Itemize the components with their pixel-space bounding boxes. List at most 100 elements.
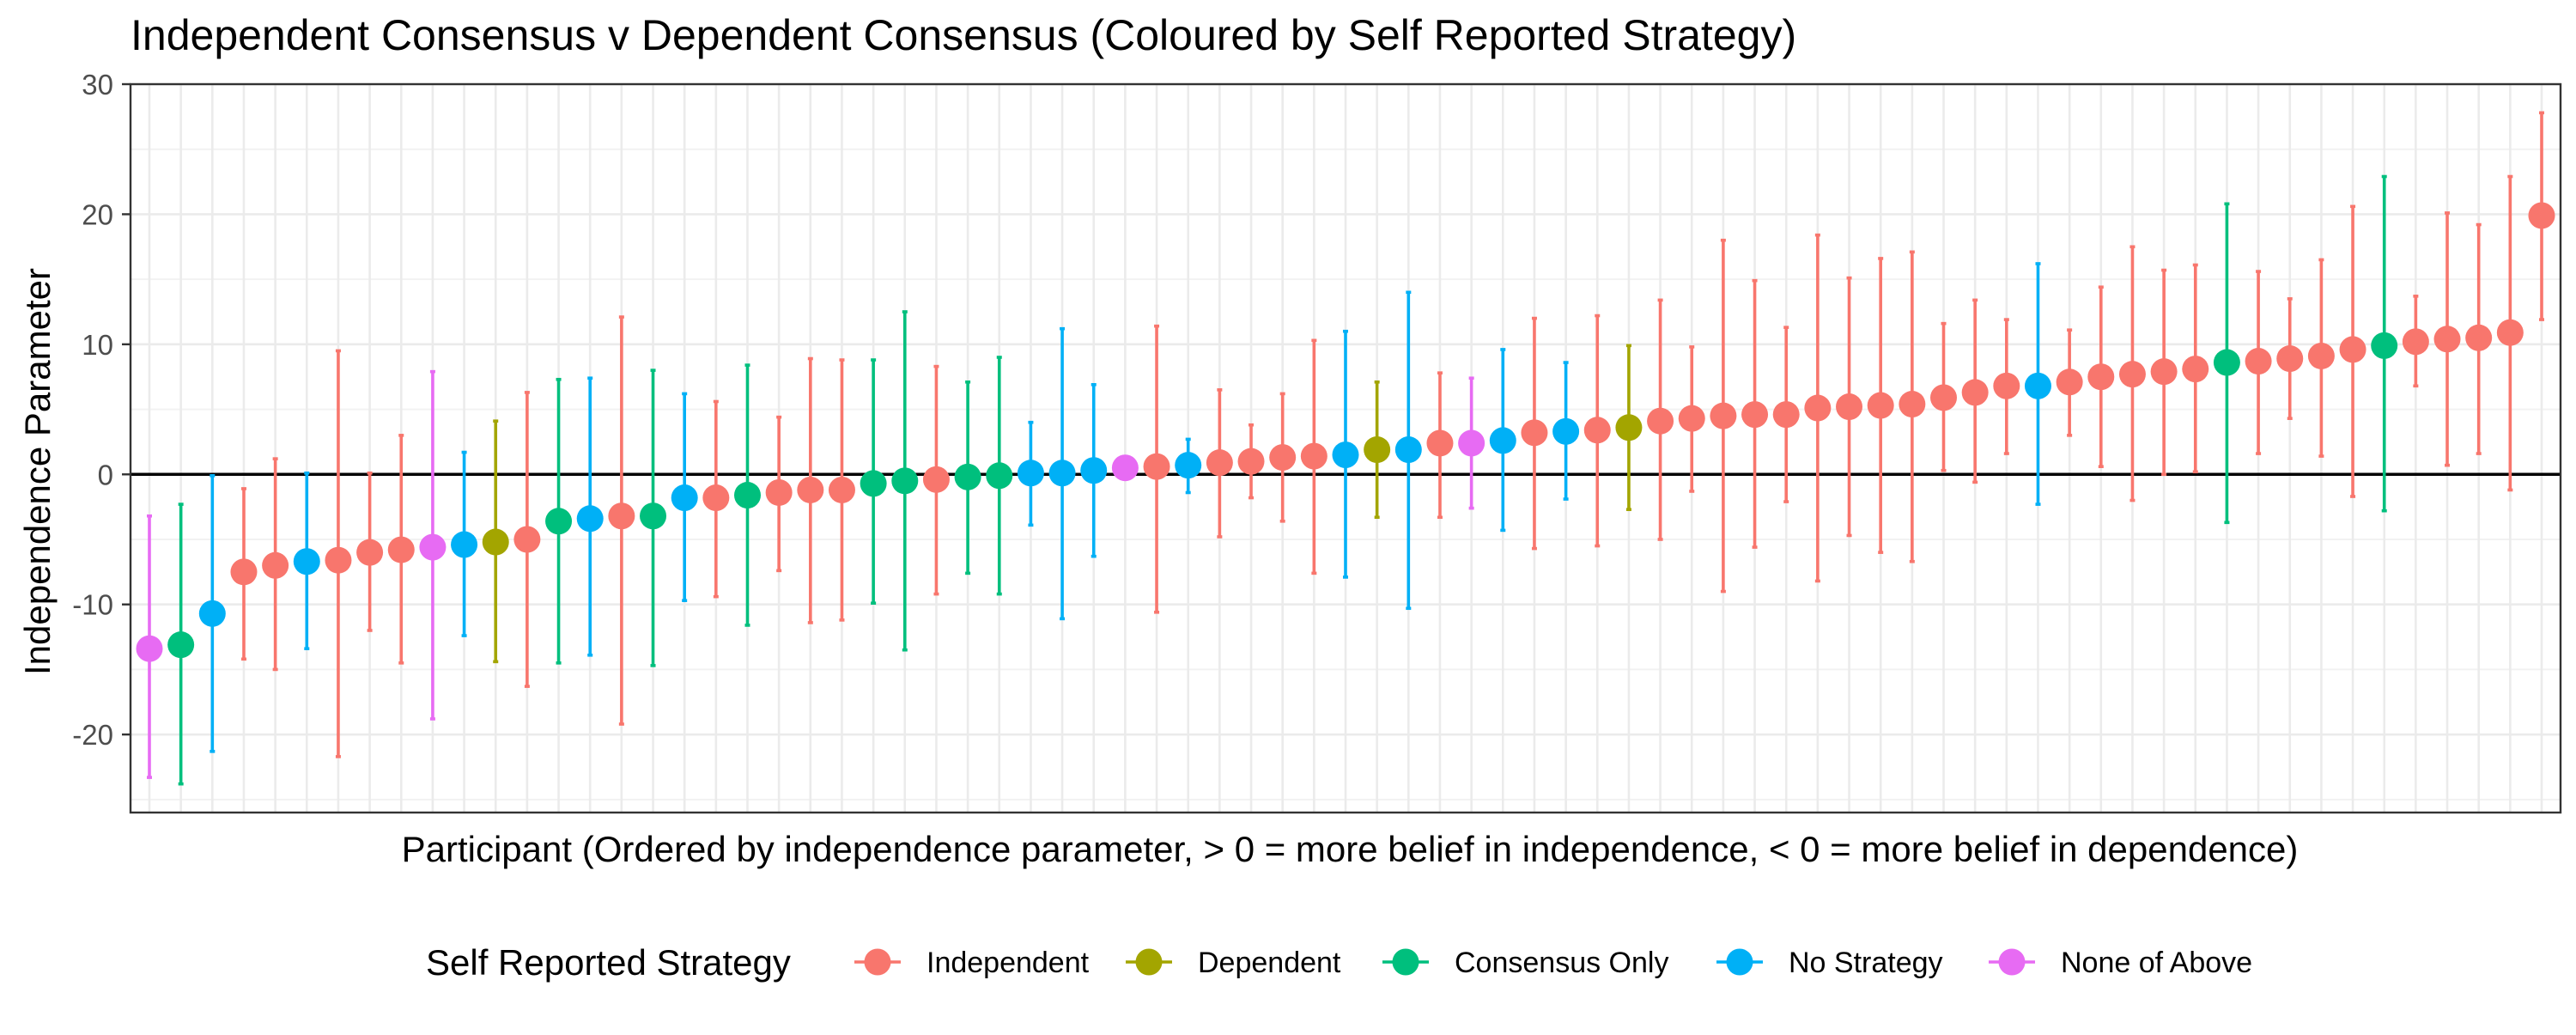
data-point [356, 539, 384, 566]
data-point [1678, 405, 1705, 432]
data-point [1269, 444, 1297, 472]
data-point [1237, 447, 1265, 475]
data-point [765, 478, 793, 506]
data-point [2307, 342, 2335, 369]
data-point [2056, 368, 2083, 396]
data-point [230, 558, 258, 586]
y-tick-label: 30 [82, 69, 113, 100]
data-point [608, 502, 635, 530]
legend-item-label: Dependent [1198, 947, 1341, 979]
y-tick-label: 10 [82, 329, 113, 361]
data-point [1394, 436, 1422, 464]
legend-key-point [1392, 948, 1419, 976]
data-point [545, 508, 573, 535]
data-point [1804, 394, 1832, 422]
legend-key-point [1998, 948, 2026, 976]
legend-item-label: No Strategy [1789, 947, 1943, 979]
data-point [325, 546, 352, 574]
data-point [2087, 363, 2115, 391]
data-point [1143, 453, 1170, 480]
data-point [482, 528, 509, 556]
data-point [2118, 361, 2146, 388]
data-point [1458, 429, 1485, 457]
data-point [1111, 454, 1139, 482]
y-tick-label: -20 [72, 719, 113, 751]
data-point [1017, 460, 1044, 487]
legend-item-label: Consensus Only [1455, 947, 1668, 979]
legend-key-point [1726, 948, 1753, 976]
data-point [1993, 372, 2020, 399]
data-point [419, 533, 447, 561]
y-tick-label: 20 [82, 198, 113, 230]
data-point [2528, 202, 2555, 229]
data-point [1961, 379, 1989, 406]
data-point [1647, 407, 1674, 435]
data-point [2182, 356, 2209, 383]
plot-panel-border [129, 82, 2562, 814]
data-point [1048, 460, 1076, 487]
legend: Self Reported Strategy Independent Depend… [426, 942, 2252, 983]
data-point [1080, 457, 1108, 484]
data-point [2245, 348, 2272, 375]
data-point [1175, 452, 1202, 479]
data-point [1710, 402, 1737, 429]
data-point [1489, 427, 1516, 454]
data-point [2339, 336, 2366, 363]
legend-item-label: None of Above [2061, 947, 2252, 979]
data-point [1552, 417, 1580, 445]
data-point [797, 476, 824, 503]
legend-title: Self Reported Strategy [426, 942, 791, 983]
data-point [1300, 442, 1327, 470]
data-point [640, 502, 667, 530]
legend-key-point [864, 948, 891, 976]
data-point [2150, 358, 2178, 386]
data-point [1206, 449, 1233, 477]
data-point [1615, 414, 1643, 441]
data-point [671, 484, 698, 512]
legend-key-point [1135, 948, 1163, 976]
data-point [1426, 429, 1454, 457]
y-axis-label: Independence Parameter [17, 268, 58, 675]
data-point [1332, 441, 1359, 469]
data-point [167, 631, 195, 659]
data-point [387, 536, 415, 563]
data-point [2371, 332, 2398, 359]
data-point [1772, 401, 1800, 429]
data-point [293, 548, 320, 575]
data-point [262, 551, 289, 579]
data-point [2496, 319, 2524, 346]
chart-title: Independent Consensus v Dependent Consen… [131, 11, 1796, 59]
data-point [954, 463, 981, 490]
data-point [1583, 417, 1611, 444]
data-point [2433, 326, 2461, 353]
plot-area: -20 -10 0 10 20 30 [72, 69, 2562, 814]
data-point [2402, 328, 2429, 356]
data-point [986, 462, 1013, 490]
data-point [1930, 384, 1958, 411]
data-point [828, 476, 855, 503]
data-point [2465, 324, 2493, 351]
data-point [2276, 345, 2304, 373]
data-point [733, 482, 761, 509]
data-point [1836, 393, 1863, 421]
data-point [198, 600, 226, 627]
y-tick-label: 0 [98, 459, 113, 490]
x-axis-label: Participant (Ordered by independence par… [402, 829, 2299, 869]
data-point [1364, 436, 1391, 464]
data-point [1867, 392, 1894, 419]
data-point [513, 526, 541, 553]
data-point [1899, 391, 1926, 418]
data-point [2213, 349, 2240, 376]
data-point [1741, 401, 1769, 429]
data-point [576, 505, 604, 533]
data-point [136, 635, 163, 662]
data-point [1521, 419, 1548, 447]
data-point [860, 470, 887, 497]
data-point [922, 466, 950, 493]
data-point [2024, 372, 2051, 399]
data-point [891, 467, 919, 495]
legend-item-label: Independent [927, 947, 1090, 979]
y-tick-label: -10 [72, 589, 113, 621]
